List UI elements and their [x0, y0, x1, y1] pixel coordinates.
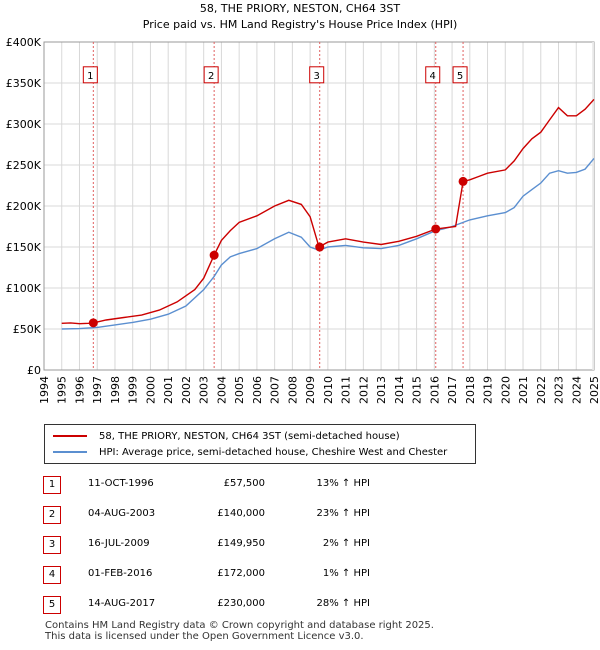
legend-label-property: 58, THE PRIORY, NESTON, CH64 3ST (semi-d…	[99, 430, 400, 442]
x-tick-label: 2005	[233, 376, 246, 404]
x-tick-label: 2014	[393, 376, 406, 404]
x-tick-label: 2021	[517, 376, 530, 404]
table-row: 1 11-OCT-1996 £57,500 13% ↑ HPI	[40, 476, 460, 496]
transaction-number: 5	[43, 596, 61, 614]
transaction-price: £140,000	[217, 508, 265, 519]
x-tick-label: 2013	[375, 376, 388, 404]
transaction-price: £230,000	[217, 598, 265, 609]
table-row: 5 14-AUG-2017 £230,000 28% ↑ HPI	[40, 596, 460, 616]
transaction-price: £172,000	[217, 568, 265, 579]
legend-label-hpi: HPI: Average price, semi-detached house,…	[99, 446, 448, 458]
x-tick-label: 2022	[535, 376, 548, 404]
y-tick-label: £350K	[6, 77, 42, 90]
legend-swatch-property	[53, 435, 87, 437]
x-tick-label: 2011	[340, 376, 353, 404]
transaction-number: 4	[43, 566, 61, 584]
transaction-hpi: 2% ↑ HPI	[322, 538, 370, 549]
transaction-date: 01-FEB-2016	[88, 568, 153, 579]
y-tick-label: £400K	[6, 36, 42, 49]
sale-number-box	[452, 66, 468, 84]
transaction-hpi: 1% ↑ HPI	[322, 568, 370, 579]
x-tick-label: 2006	[251, 376, 264, 404]
x-tick-label: 2024	[570, 376, 583, 404]
y-tick-label: £300K	[6, 118, 42, 131]
x-tick-label: 2023	[553, 376, 566, 404]
sale-number-box	[309, 66, 325, 84]
y-tick-label: £50K	[13, 323, 42, 336]
chart-title: 58, THE PRIORY, NESTON, CH64 3ST	[200, 2, 400, 15]
x-tick-label: 1994	[38, 376, 51, 404]
price-chart: 58, THE PRIORY, NESTON, CH64 3ST Price p…	[6, 2, 600, 404]
x-tick-label: 2001	[162, 376, 175, 404]
footer-license: This data is licensed under the Open Gov…	[45, 631, 364, 642]
x-tick-label: 2003	[198, 376, 211, 404]
legend-item-property: 58, THE PRIORY, NESTON, CH64 3ST (semi-d…	[53, 428, 400, 444]
table-row: 4 01-FEB-2016 £172,000 1% ↑ HPI	[40, 566, 460, 586]
sale-number-label: 1	[87, 71, 93, 82]
x-tick-label: 1995	[56, 376, 69, 404]
transaction-hpi: 28% ↑ HPI	[316, 598, 370, 609]
y-tick-label: £100K	[6, 282, 42, 295]
x-tick-label: 2018	[464, 376, 477, 404]
table-row: 2 04-AUG-2003 £140,000 23% ↑ HPI	[40, 506, 460, 526]
transaction-number: 2	[43, 506, 61, 524]
x-tick-label: 2008	[286, 376, 299, 404]
sale-number-label: 2	[208, 71, 214, 82]
sale-number-label: 4	[430, 71, 436, 82]
x-tick-label: 1998	[109, 376, 122, 404]
transaction-price: £149,950	[217, 538, 265, 549]
transaction-hpi: 23% ↑ HPI	[316, 508, 370, 519]
transaction-number: 1	[43, 476, 61, 494]
transaction-date: 14-AUG-2017	[88, 598, 156, 609]
y-tick-label: £150K	[6, 241, 42, 254]
sale-number-box	[203, 66, 219, 84]
legend-swatch-hpi	[53, 451, 87, 453]
x-tick-label: 2000	[144, 376, 157, 404]
sale-point	[458, 176, 468, 186]
x-tick-label: 2015	[411, 376, 424, 404]
sale-point	[315, 242, 325, 252]
x-tick-label: 2020	[499, 376, 512, 404]
property-price-line	[61, 98, 595, 325]
y-tick-label: £250K	[6, 159, 42, 172]
x-tick-label: 2012	[357, 376, 370, 404]
x-tick-label: 1997	[91, 376, 104, 404]
chart-legend: 58, THE PRIORY, NESTON, CH64 3ST (semi-d…	[44, 424, 476, 464]
sale-number-label: 3	[314, 71, 320, 82]
x-tick-label: 2004	[215, 376, 228, 404]
hpi-line	[61, 157, 595, 330]
y-tick-label: £0	[27, 364, 41, 377]
transaction-price: £57,500	[223, 478, 265, 489]
table-row: 3 16-JUL-2009 £149,950 2% ↑ HPI	[40, 536, 460, 556]
transaction-date: 11-OCT-1996	[88, 478, 154, 489]
sale-number-box	[82, 66, 98, 84]
x-tick-label: 2002	[180, 376, 193, 404]
x-tick-label: 2017	[446, 376, 459, 404]
x-tick-label: 2025	[588, 376, 600, 404]
x-tick-label: 2007	[269, 376, 282, 404]
forecast-shade	[592, 42, 594, 370]
sale-point	[88, 318, 98, 328]
y-tick-label: £200K	[6, 200, 42, 213]
transaction-hpi: 13% ↑ HPI	[316, 478, 370, 489]
sale-number-box	[425, 66, 441, 84]
chart-subtitle: Price paid vs. HM Land Registry's House …	[143, 18, 458, 31]
x-tick-label: 2010	[322, 376, 335, 404]
legend-item-hpi: HPI: Average price, semi-detached house,…	[53, 444, 447, 460]
sale-point	[209, 250, 219, 260]
transaction-date: 04-AUG-2003	[88, 508, 156, 519]
x-tick-label: 2009	[304, 376, 317, 404]
x-tick-label: 1999	[127, 376, 140, 404]
sale-number-label: 5	[457, 71, 463, 82]
transaction-date: 16-JUL-2009	[88, 538, 150, 549]
sale-point	[431, 224, 441, 234]
footer-notice: Contains HM Land Registry data © Crown c…	[45, 620, 434, 642]
x-tick-label: 2019	[482, 376, 495, 404]
transaction-number: 3	[43, 536, 61, 554]
footer-copyright: Contains HM Land Registry data © Crown c…	[45, 620, 434, 631]
x-tick-label: 2016	[428, 376, 441, 404]
x-tick-label: 1996	[73, 376, 86, 404]
